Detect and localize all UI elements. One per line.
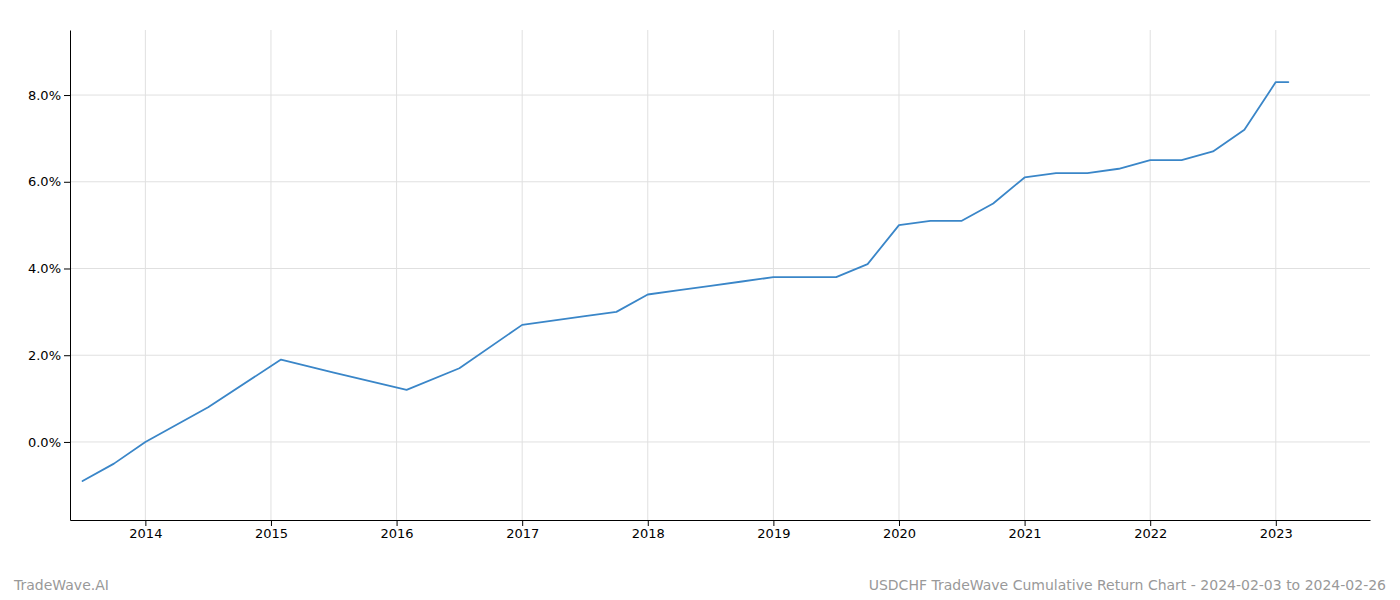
y-axis: 0.0% 2.0% 4.0% 6.0% 8.0%	[28, 31, 71, 521]
tick-mark	[145, 520, 146, 526]
plot-area: 2014 2015 2016 2017 2018 2019 2020 2021 2022 2023…	[28, 30, 1371, 541]
grid-line	[898, 30, 899, 520]
tick: 2016	[381, 520, 414, 541]
tick-label: 2017	[506, 526, 539, 541]
tick: 2023	[1260, 520, 1293, 541]
tick: 2014	[129, 520, 162, 541]
tick-mark	[64, 182, 70, 183]
tick-label: 0.0%	[28, 435, 61, 450]
tick-mark	[522, 520, 523, 526]
tick-mark	[64, 355, 70, 356]
grid-line	[70, 355, 1370, 356]
tick-label: 2014	[129, 526, 162, 541]
tick: 6.0%	[28, 174, 70, 189]
tick-label: 2022	[1134, 526, 1167, 541]
tick: 0.0%	[28, 435, 70, 450]
tick-mark	[1025, 520, 1026, 526]
tick-label: 2019	[757, 526, 790, 541]
tick-mark	[397, 520, 398, 526]
tick-mark	[64, 442, 70, 443]
tick-label: 2021	[1009, 526, 1042, 541]
grid-line	[70, 268, 1370, 269]
line	[83, 82, 1289, 481]
tick-label: 2016	[381, 526, 414, 541]
axis-line	[71, 520, 1371, 521]
tick-label: 4.0%	[28, 261, 61, 276]
tick-mark	[271, 520, 272, 526]
grid-line	[70, 95, 1370, 96]
tick: 8.0%	[28, 88, 70, 103]
grid-line	[522, 30, 523, 520]
tick-mark	[1150, 520, 1151, 526]
grid-line	[70, 181, 1370, 182]
grid-line	[270, 30, 271, 520]
tick: 4.0%	[28, 261, 70, 276]
grid-line	[773, 30, 774, 520]
tick-label: 6.0%	[28, 174, 61, 189]
tick-label: 2023	[1260, 526, 1293, 541]
tick-label: 2020	[883, 526, 916, 541]
tick-mark	[648, 520, 649, 526]
tick-mark	[773, 520, 774, 526]
axis-line	[70, 31, 71, 521]
tick-mark	[64, 95, 70, 96]
tick: 2.0%	[28, 348, 70, 363]
grid-line	[396, 30, 397, 520]
tick-mark	[899, 520, 900, 526]
grid-line	[1024, 30, 1025, 520]
tick: 2017	[506, 520, 539, 541]
x-axis: 2014 2015 2016 2017 2018 2019 2020 2021 2022 2023	[71, 520, 1371, 541]
tick: 2018	[632, 520, 665, 541]
tick-label: 2.0%	[28, 348, 61, 363]
title: USDCHF TradeWave Cumulative Return Chart…	[869, 577, 1386, 593]
tick: 2015	[255, 520, 288, 541]
marks	[83, 82, 1289, 481]
chart: 2014 2015 2016 2017 2018 2019 2020 2021 2022 2023…	[0, 0, 1400, 600]
tick: 2021	[1009, 520, 1042, 541]
tick: 2020	[883, 520, 916, 541]
tick-mark	[64, 268, 70, 269]
tick-label: 2018	[632, 526, 665, 541]
grid-line	[145, 30, 146, 520]
grid-line	[1150, 30, 1151, 520]
grid-line	[1275, 30, 1276, 520]
tick: 2019	[757, 520, 790, 541]
grid-line	[647, 30, 648, 520]
tick-mark	[1276, 520, 1277, 526]
tick-label: 8.0%	[28, 88, 61, 103]
watermark: TradeWave.AI	[13, 577, 109, 593]
tick: 2022	[1134, 520, 1167, 541]
grid-line	[70, 441, 1370, 442]
tick-label: 2015	[255, 526, 288, 541]
grid	[70, 30, 1370, 520]
